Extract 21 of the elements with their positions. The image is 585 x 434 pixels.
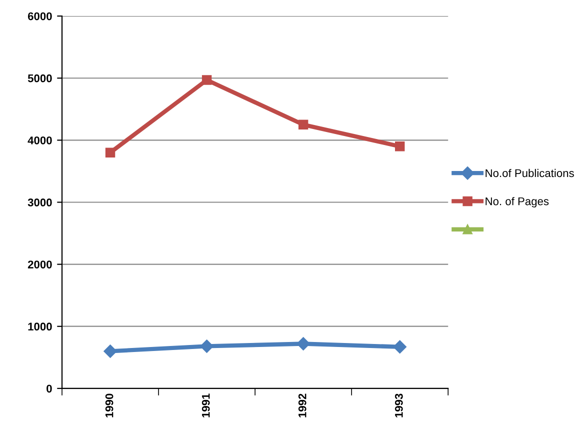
point	[394, 142, 405, 152]
point	[296, 337, 310, 350]
point	[298, 120, 308, 130]
point	[393, 340, 406, 354]
y-tick-label: 1000	[28, 322, 52, 331]
y-tick-label: 5000	[28, 74, 52, 82]
legend-label: No. of Pages	[486, 197, 549, 208]
legend-label: No.of Publications	[486, 168, 574, 178]
point	[104, 344, 117, 358]
y-tick-label: 0	[46, 384, 52, 393]
x-tick-label: 1991	[202, 394, 210, 418]
x-tick-label: 1993	[394, 394, 403, 418]
point	[200, 340, 214, 353]
y-tick-label: 4000	[28, 136, 52, 144]
y-tick-label: 3000	[28, 198, 52, 206]
y-tick-label: 6000	[28, 12, 52, 20]
point	[202, 75, 212, 85]
y-tick-label: 2000	[28, 260, 52, 268]
x-tick-label: 1992	[298, 394, 306, 418]
x-tick-label: 1990	[105, 394, 114, 418]
point	[105, 148, 116, 158]
